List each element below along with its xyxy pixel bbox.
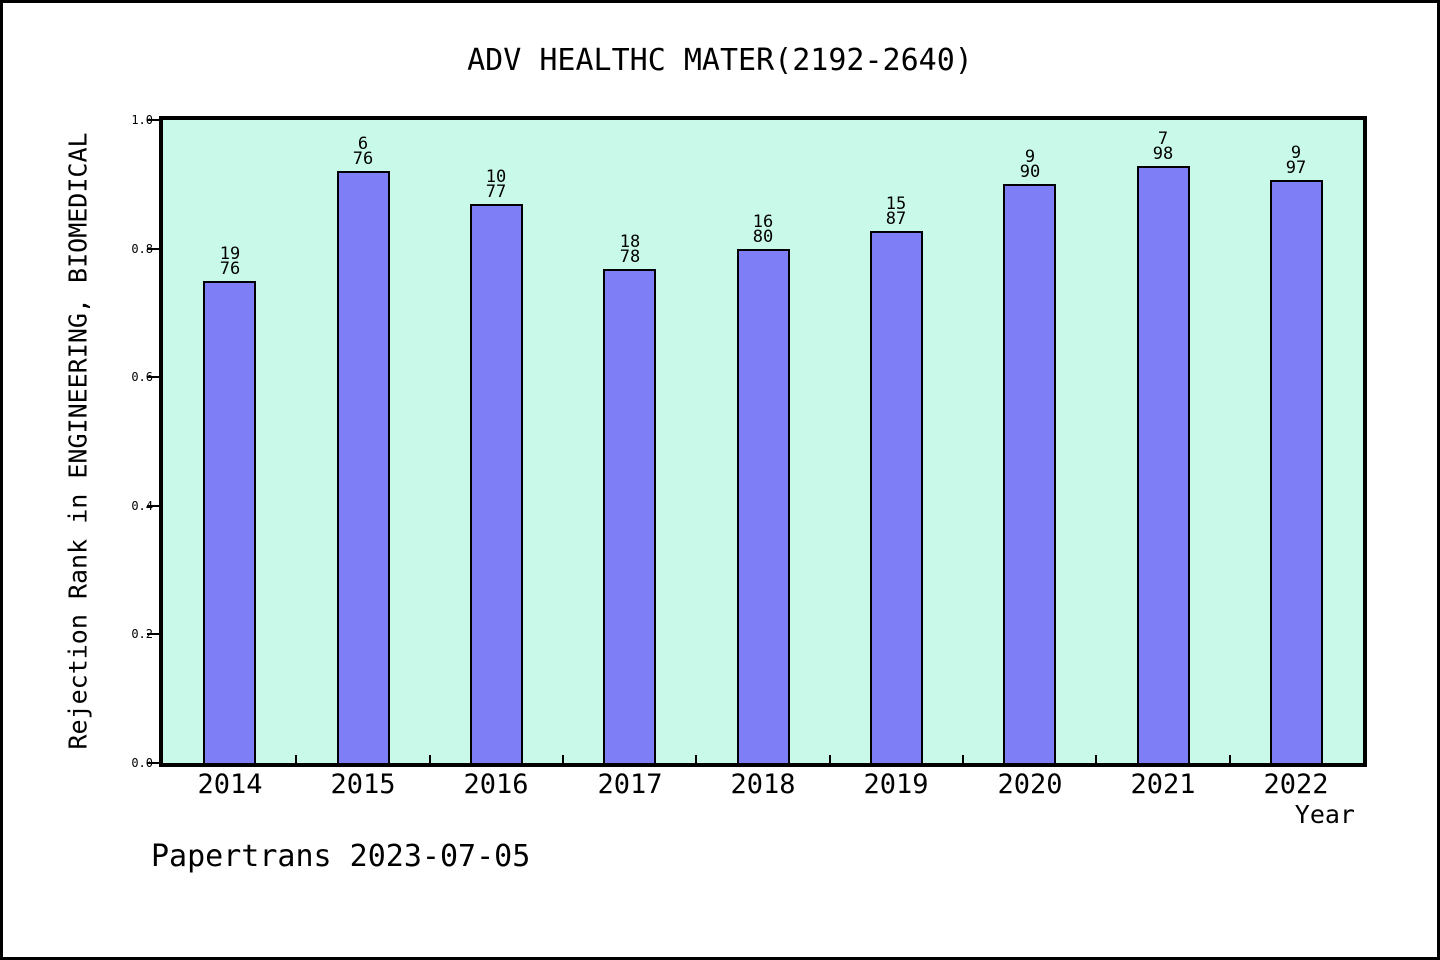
x-tick-label-2016: 2016: [463, 769, 529, 800]
y-tick-mark: [147, 248, 159, 250]
y-tick-mark: [147, 505, 159, 507]
x-minor-tick: [962, 755, 964, 763]
bar-annotation-2016: 10 77: [446, 167, 546, 202]
annotation-total: 78: [619, 247, 641, 267]
bar-annotation-2014: 19 76: [180, 244, 280, 279]
x-minor-tick: [829, 755, 831, 763]
annotation-total: 76: [219, 259, 241, 279]
x-tick-label-2019: 2019: [863, 769, 929, 800]
x-tick-label-2021: 2021: [1130, 769, 1196, 800]
annotation-rank: 7: [1157, 129, 1169, 149]
annotation-total: 90: [1019, 162, 1041, 182]
x-tick-label-2018: 2018: [730, 769, 796, 800]
chart-title: ADV HEALTHC MATER(2192-2640): [467, 43, 973, 78]
annotation-total: 97: [1285, 158, 1307, 178]
x-tick-label-2017: 2017: [597, 769, 663, 800]
x-tick-label-2020: 2020: [997, 769, 1063, 800]
bar-2022: [1270, 180, 1323, 763]
bar-2020: [1003, 184, 1056, 763]
y-axis-label: Rejection Rank in ENGINEERING, BIOMEDICA…: [63, 132, 93, 750]
annotation-rank: 9: [1024, 147, 1036, 167]
bar-annotation-2017: 18 78: [580, 232, 680, 267]
y-tick-label: 1.0: [131, 113, 153, 127]
x-minor-tick: [695, 755, 697, 763]
y-tick-mark: [147, 376, 159, 378]
x-minor-tick: [1095, 755, 1097, 763]
y-tick-mark: [147, 633, 159, 635]
annotation-rank: 15: [885, 194, 907, 214]
bar-2021: [1137, 166, 1190, 763]
bar-annotation-2015: 6 76: [313, 134, 413, 169]
y-tick-label: 0.0: [131, 756, 153, 770]
annotation-total: 76: [352, 149, 374, 169]
annotation-rank: 10: [485, 167, 507, 187]
annotation-total: 87: [885, 209, 907, 229]
annotation-rank: 9: [1290, 143, 1302, 163]
x-minor-tick: [295, 755, 297, 763]
y-tick-mark: [147, 119, 159, 121]
bar-annotation-2018: 16 80: [713, 212, 813, 247]
bar-2019: [870, 231, 923, 763]
x-tick-label-2022: 2022: [1263, 769, 1329, 800]
bar-annotation-2019: 15 87: [846, 194, 946, 229]
footer-text: Papertrans 2023-07-05: [151, 839, 531, 874]
bar-annotation-2021: 7 98: [1113, 129, 1213, 164]
plot-area: 19 76 6 76 10 77 18 78 16 80 15 87 9 90 7 98 9 97 0.0 0.2 0.…: [131, 113, 1367, 770]
x-tick-label-2015: 2015: [330, 769, 396, 800]
annotation-rank: 19: [219, 244, 241, 264]
bar-2014: [203, 281, 256, 763]
bar-2018: [737, 249, 790, 763]
annotation-total: 80: [752, 227, 774, 247]
annotation-rank: 6: [357, 134, 369, 154]
x-minor-tick: [429, 755, 431, 763]
annotation-total: 77: [485, 182, 507, 202]
y-tick-label: 0.2: [131, 627, 153, 641]
bar-annotation-2020: 9 90: [980, 147, 1080, 182]
y-tick-mark: [147, 762, 159, 764]
x-minor-tick: [562, 755, 564, 763]
x-minor-tick: [1229, 755, 1231, 763]
bar-annotation-2022: 9 97: [1246, 143, 1346, 178]
x-tick-label-2014: 2014: [197, 769, 263, 800]
annotation-rank: 16: [752, 212, 774, 232]
y-tick-label: 0.4: [131, 499, 153, 513]
bar-2015: [337, 171, 390, 763]
x-axis-label: Year: [1294, 800, 1355, 829]
annotation-rank: 18: [619, 232, 641, 252]
y-tick-label: 0.6: [131, 370, 153, 384]
annotation-total: 98: [1152, 144, 1174, 164]
bar-2016: [470, 204, 523, 763]
bar-2017: [603, 269, 656, 763]
y-tick-label: 0.8: [131, 242, 153, 256]
